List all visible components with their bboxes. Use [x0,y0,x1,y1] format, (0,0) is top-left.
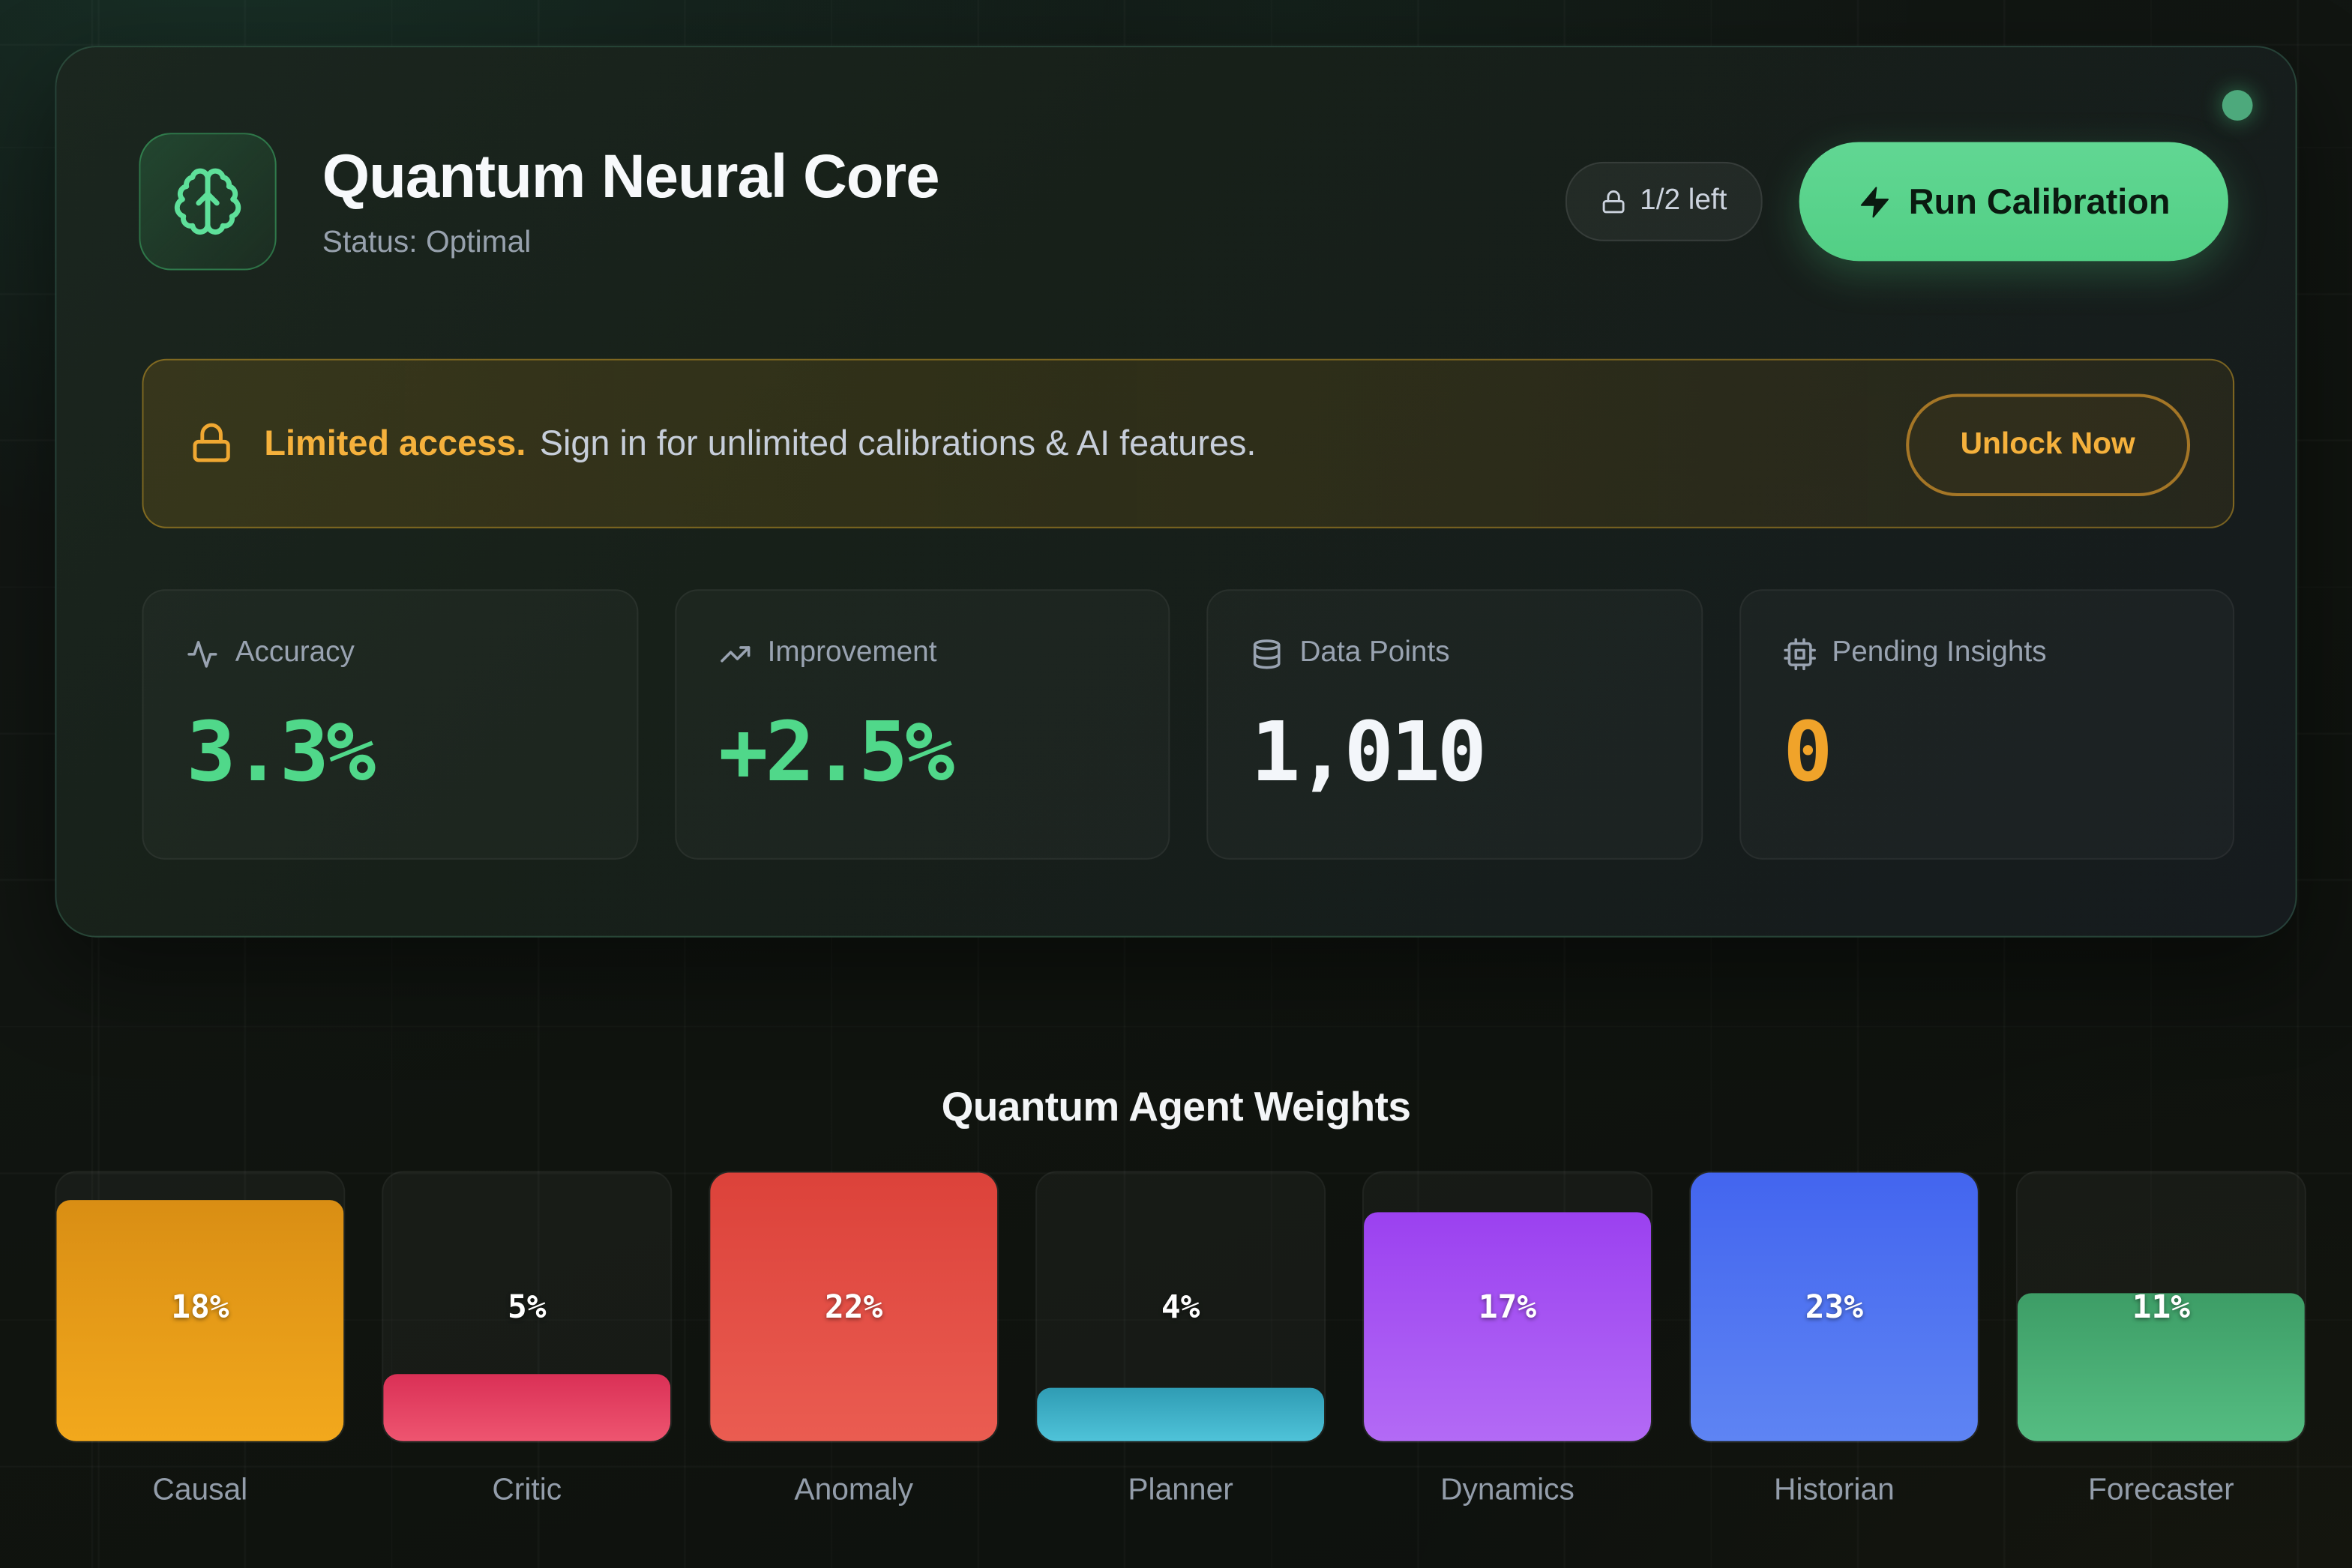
bar-fill [1037,1387,1325,1441]
bar-track: 22% [709,1171,999,1443]
bar-track: 17% [1362,1171,1653,1443]
page-title: Quantum Neural Core [322,142,940,211]
card-header: Quantum Neural Core Status: Optimal 1/2 … [139,133,2228,271]
stats-row: Accuracy 3.3% Improvement +2.5% [142,589,2235,860]
status-text: Status: Optimal [322,225,532,259]
bar-category-label: Critic [492,1473,562,1507]
bar-category-label: Forecaster [2087,1473,2234,1507]
bar-fill [2017,1293,2305,1441]
zap-icon [1857,184,1892,219]
bar-column-causal: 18% Causal [55,1171,346,1508]
online-status-dot [2222,90,2253,121]
stat-label: Data Points [1299,636,1450,669]
stat-label: Pending Insights [1832,636,2047,669]
bar-fill [1364,1213,1651,1441]
bar-track: 11% [2015,1171,2306,1443]
bar-category-label: Anomaly [794,1473,913,1507]
trending-up-icon [718,637,751,669]
bar-track: 5% [382,1171,673,1443]
stat-card-data-points: Data Points 1,010 [1206,589,1703,860]
credits-remaining-badge[interactable]: 1/2 left [1565,161,1763,241]
bar-value-label: 5% [507,1288,547,1326]
bar-column-dynamics: 17% Dynamics [1362,1171,1653,1508]
banner-message: Sign in for unlimited calibrations & AI … [539,423,1257,463]
bar-value-label: 22% [825,1288,883,1326]
lock-icon [190,421,234,465]
bar-category-label: Historian [1774,1473,1895,1507]
stat-card-improvement: Improvement +2.5% [674,589,1170,860]
bar-value-label: 18% [171,1288,229,1326]
bar-fill [1690,1172,1978,1441]
bar-value-label: 17% [1478,1288,1537,1326]
credits-remaining-label: 1/2 left [1640,184,1727,217]
bar-category-label: Dynamics [1440,1473,1574,1507]
stat-label: Accuracy [235,636,355,669]
lock-icon [1600,189,1626,215]
limited-access-banner: Limited access. Sign in for unlimited cal… [142,358,2235,528]
bar-track: 4% [1035,1171,1326,1443]
bar-column-forecaster: 11% Forecaster [2015,1171,2306,1508]
activity-icon [187,637,219,669]
bar-column-planner: 4% Planner [1035,1171,1326,1508]
neural-core-card: Quantum Neural Core Status: Optimal 1/2 … [55,46,2297,938]
banner-highlight: Limited access. [264,423,526,463]
bar-column-historian: 23% Historian [1688,1171,1979,1508]
brain-icon [139,133,277,271]
section-title: Quantum Agent Weights [941,1085,1411,1131]
stat-label: Improvement [767,636,937,669]
bar-column-anomaly: 22% Anomaly [709,1171,999,1508]
run-calibration-button[interactable]: Run Calibration [1799,142,2228,262]
bar-value-label: 23% [1805,1288,1864,1326]
stat-card-pending-insights: Pending Insights 0 [1739,589,2235,860]
bar-fill [710,1172,998,1441]
cpu-icon [1783,637,1815,670]
bar-track: 18% [55,1171,346,1443]
database-icon [1251,637,1283,669]
bar-fill [383,1374,671,1441]
run-calibration-label: Run Calibration [1908,181,2171,221]
bar-value-label: 11% [2132,1288,2190,1326]
stat-value: 1,010 [1251,704,1487,800]
unlock-now-button[interactable]: Unlock Now [1905,393,2191,497]
bar-track: 23% [1688,1171,1979,1443]
agent-weights-chart: 18% Causal 5% Critic 22% Anomaly [55,1171,2306,1508]
stat-card-accuracy: Accuracy 3.3% [142,589,638,860]
bar-value-label: 4% [1161,1288,1200,1326]
stat-value: 3.3% [186,704,376,800]
bar-category-label: Planner [1128,1473,1233,1507]
stat-value: +2.5% [718,704,954,800]
bar-fill [56,1199,344,1441]
bar-column-critic: 5% Critic [382,1171,673,1508]
bar-category-label: Causal [152,1473,248,1507]
stat-value: 0 [1783,704,1832,800]
